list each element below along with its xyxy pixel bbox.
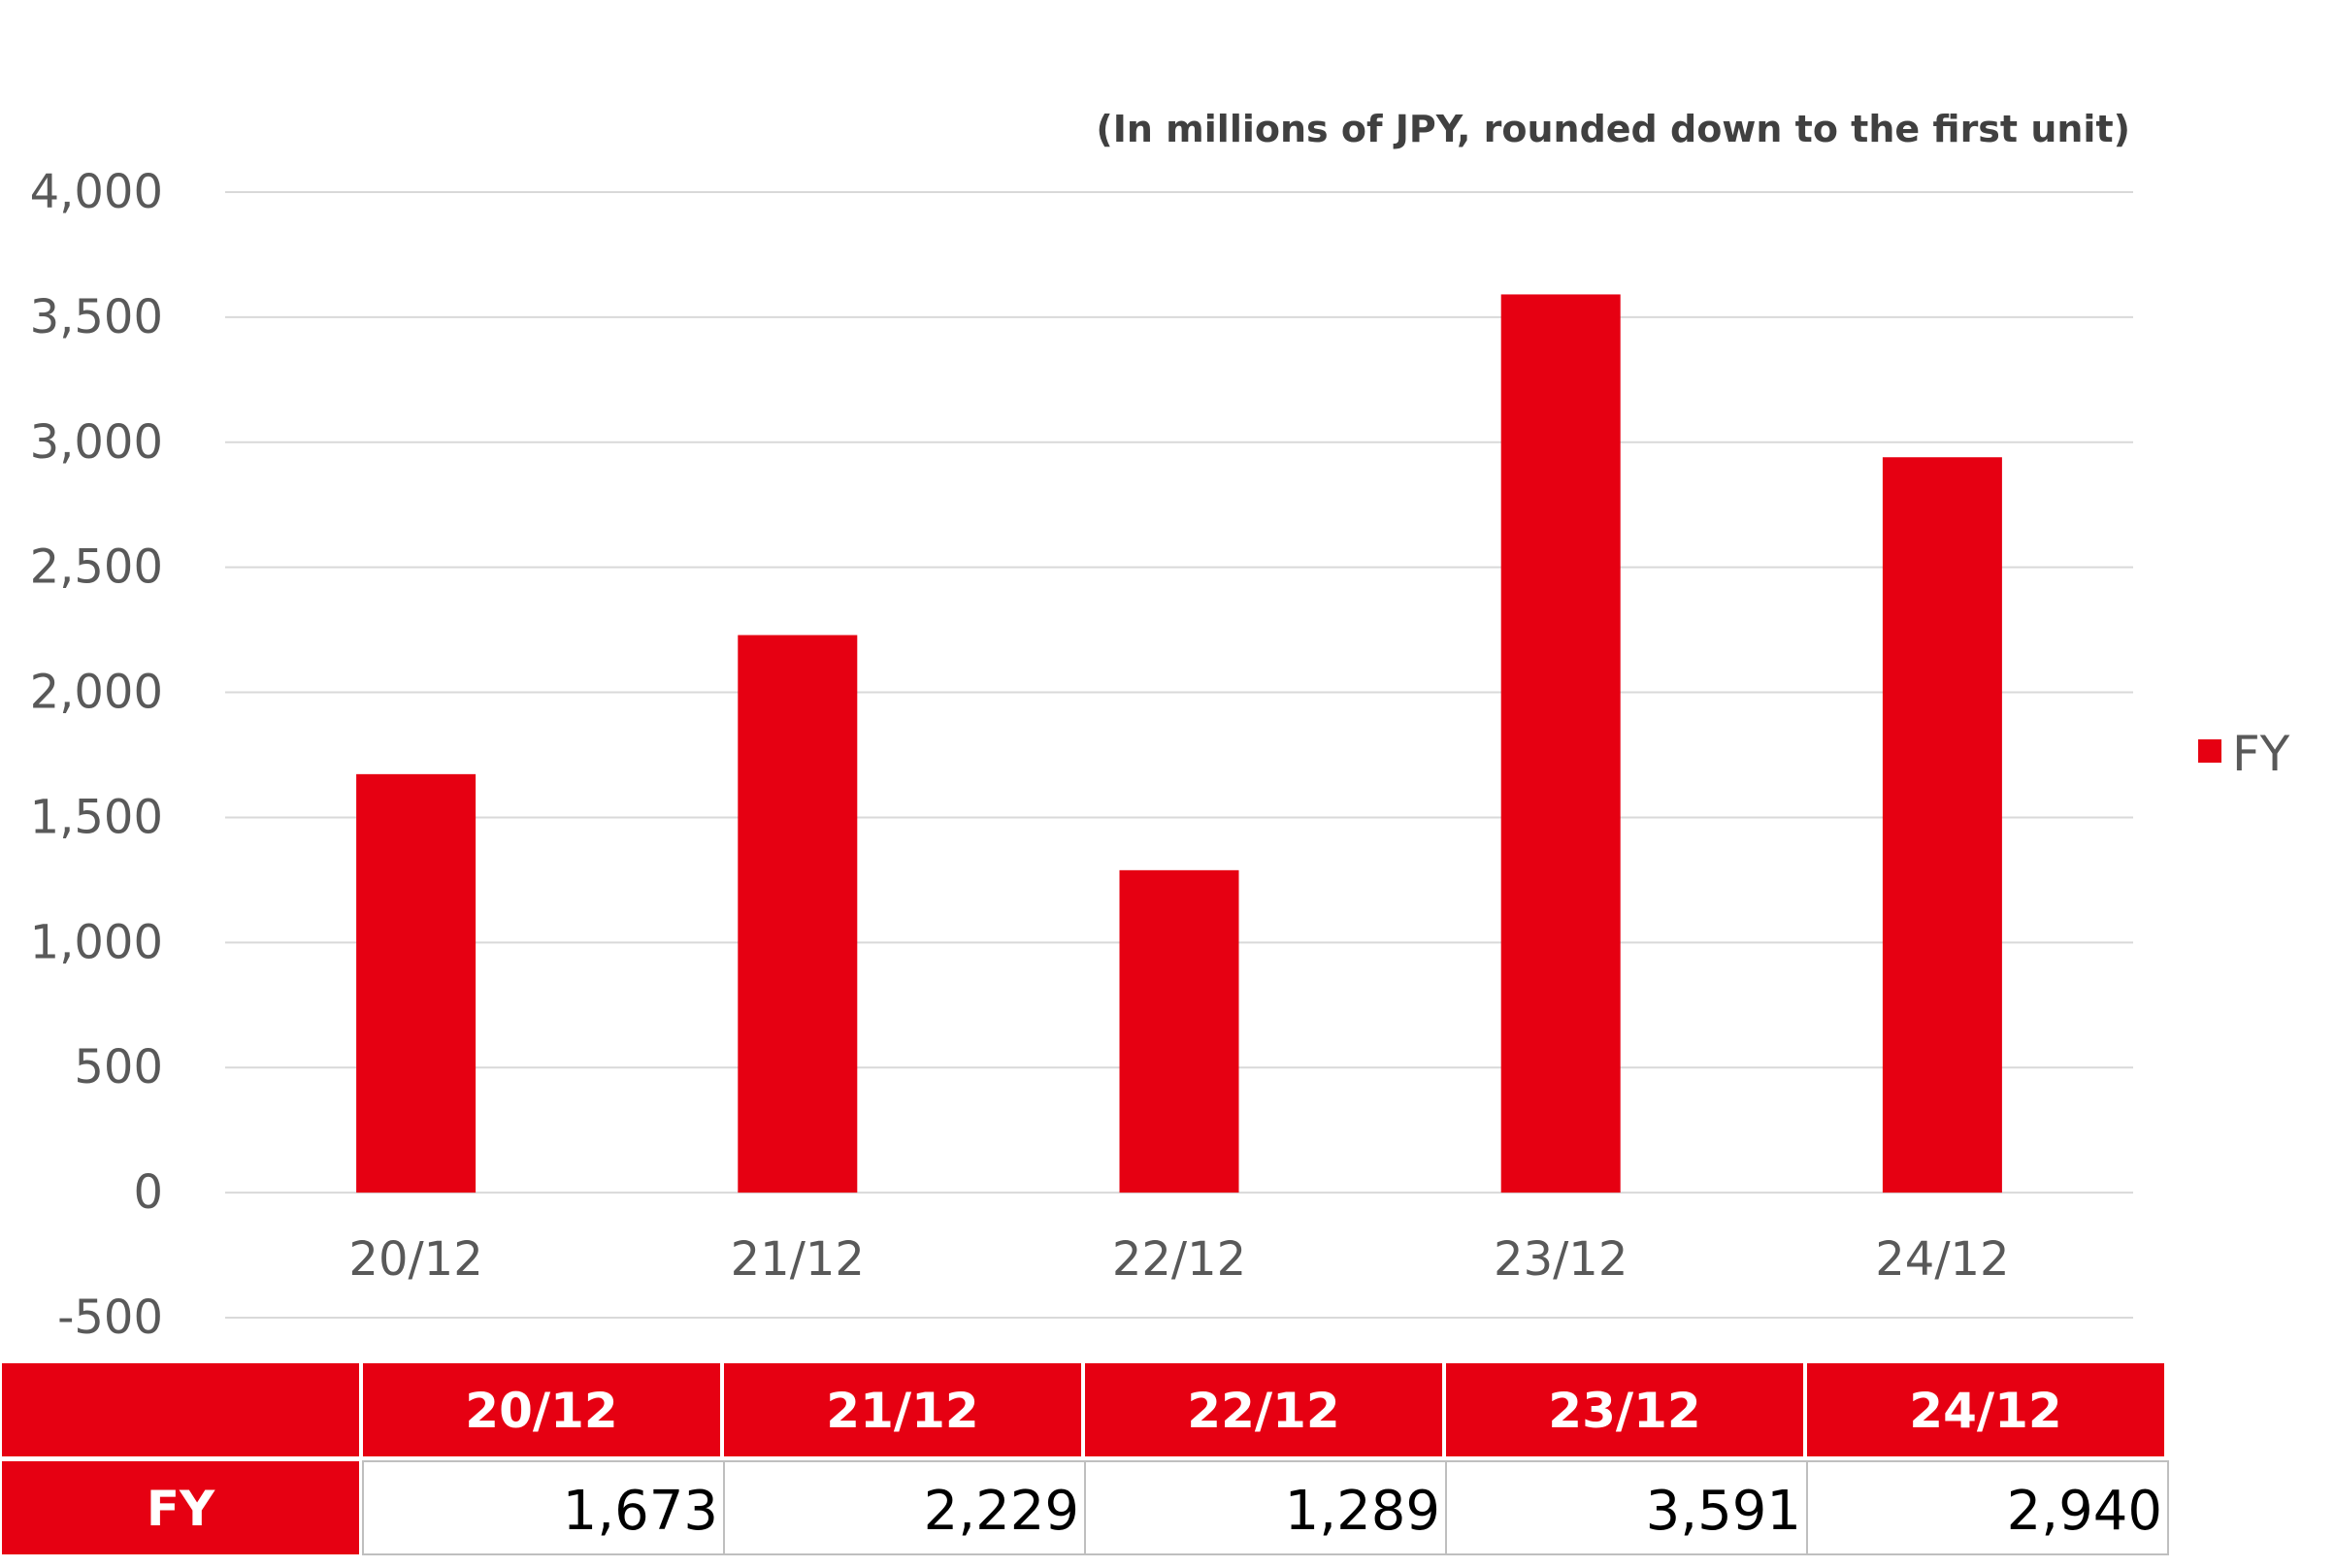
x-tick-label: 22/12 (1112, 1232, 1246, 1287)
x-axis-ticks: 20/12 21/12 22/12 23/12 24/12 (348, 1232, 2009, 1287)
bars (356, 294, 2002, 1193)
y-tick-label: 500 (74, 1040, 163, 1094)
x-tick-label: 24/12 (1875, 1232, 2009, 1287)
bar-23-12 (1500, 294, 1621, 1193)
table-value: 1,673 (563, 1480, 718, 1543)
y-tick-label: 3,000 (30, 415, 163, 470)
y-tick-label: 4,000 (30, 165, 163, 219)
table-value: 3,591 (1646, 1480, 1801, 1543)
y-tick-label: -500 (57, 1290, 163, 1345)
legend-swatch-fy (2198, 739, 2221, 763)
table-value-cell (362, 1460, 725, 1555)
x-tick-label: 21/12 (731, 1232, 865, 1287)
table-header-cell (1446, 1363, 1803, 1456)
x-tick-label: 20/12 (348, 1232, 482, 1287)
table-header-label: 20/12 (465, 1383, 617, 1439)
bar-22-12 (1119, 869, 1239, 1193)
table-header-label: 23/12 (1548, 1383, 1700, 1439)
y-tick-label: 2,000 (30, 666, 163, 720)
bar-21-12 (738, 635, 858, 1193)
y-tick-label: 1,500 (30, 790, 163, 844)
table-value: 2,229 (924, 1480, 1079, 1543)
y-tick-label: 1,000 (30, 915, 163, 969)
table-header-blank-cell (2, 1363, 359, 1456)
table-header-label: 21/12 (826, 1383, 978, 1439)
bar-20-12 (356, 773, 477, 1193)
table-value: 1,289 (1285, 1480, 1440, 1543)
table-value-cell (1806, 1460, 2169, 1555)
y-tick-label: 2,500 (30, 540, 163, 595)
legend: FY (2198, 726, 2290, 782)
table-header-label: 22/12 (1187, 1383, 1339, 1439)
table-header-label: 24/12 (1909, 1383, 2061, 1439)
table-value-cell (1084, 1460, 1447, 1555)
bar-24-12 (1882, 457, 2002, 1193)
legend-label-fy: FY (2232, 726, 2290, 782)
x-tick-label: 23/12 (1494, 1232, 1628, 1287)
table-header-cell (724, 1363, 1081, 1456)
y-tick-label: 0 (133, 1165, 163, 1220)
y-tick-label: 3,500 (30, 290, 163, 344)
unit-note: (In millions of JPY, rounded down to the… (1096, 108, 2130, 150)
table-value-cell (1445, 1460, 1808, 1555)
table-header-cell (1807, 1363, 2164, 1456)
table-value-cell (723, 1460, 1086, 1555)
table-row-label-cell (2, 1461, 359, 1554)
table-row-label: FY (147, 1481, 215, 1537)
table-header-cell (363, 1363, 720, 1456)
y-axis-ticks: 4,000 3,500 3,000 2,500 2,000 1,500 1,000 500 0 -… (30, 165, 163, 1345)
data-table: 20/12 21/12 22/12 23/12 24/12 FY 1,673 2,229 1,2… (2, 1363, 2169, 1555)
table-value: 2,940 (2007, 1480, 2162, 1543)
table-header-cell (1085, 1363, 1442, 1456)
